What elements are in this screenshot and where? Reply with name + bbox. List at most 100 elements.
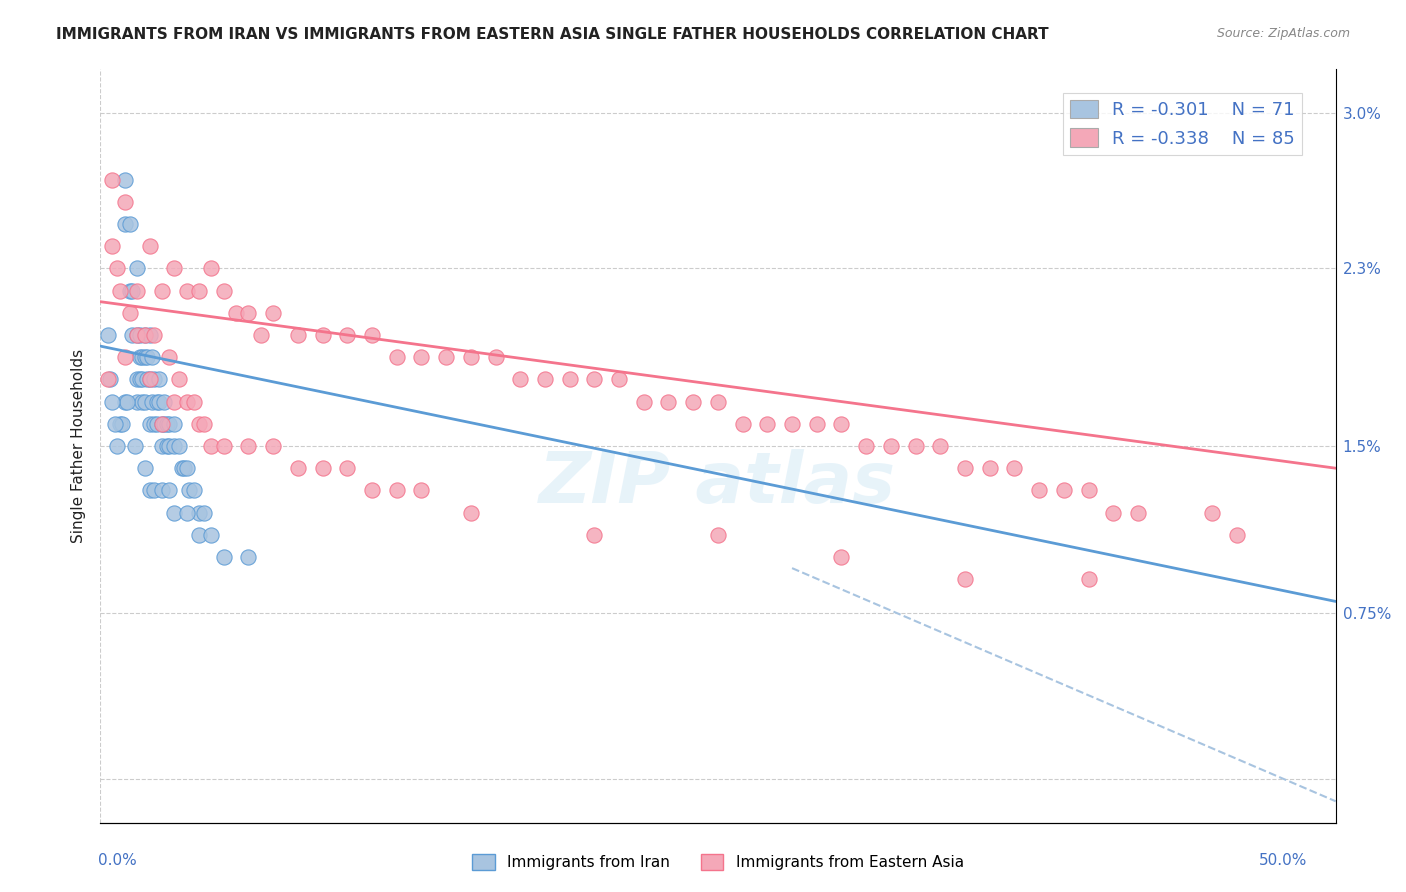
Point: [118, 217, 141, 231]
Point: [287, 461, 309, 475]
Point: [107, 439, 129, 453]
Point: [150, 417, 173, 431]
Point: [138, 417, 160, 431]
Point: [134, 328, 156, 343]
Point: [1053, 483, 1076, 498]
Point: [163, 417, 186, 431]
Point: [124, 439, 146, 453]
Point: [101, 172, 124, 186]
Point: [200, 261, 222, 276]
Point: [128, 328, 150, 343]
Point: [188, 417, 211, 431]
Point: [193, 506, 215, 520]
Point: [262, 306, 284, 320]
Point: [118, 284, 141, 298]
Point: [114, 394, 136, 409]
Point: [153, 417, 176, 431]
Point: [176, 284, 198, 298]
Point: [157, 439, 180, 453]
Point: [127, 328, 149, 343]
Point: [177, 483, 200, 498]
Point: [131, 394, 153, 409]
Point: [138, 239, 160, 253]
Point: [138, 372, 160, 386]
Point: [134, 328, 156, 343]
Text: 0.0%: 0.0%: [98, 854, 138, 868]
Point: [157, 350, 180, 364]
Point: [509, 372, 531, 386]
Point: [141, 394, 163, 409]
Point: [1077, 483, 1099, 498]
Point: [607, 372, 630, 386]
Point: [176, 394, 198, 409]
Point: [633, 394, 655, 409]
Point: [200, 439, 222, 453]
Point: [163, 506, 186, 520]
Point: [170, 461, 193, 475]
Point: [96, 328, 118, 343]
Point: [167, 439, 190, 453]
Point: [176, 461, 198, 475]
Point: [143, 328, 166, 343]
Point: [385, 350, 408, 364]
Point: [830, 549, 852, 564]
Point: [163, 394, 186, 409]
Point: [188, 528, 211, 542]
Point: [953, 572, 976, 586]
Point: [114, 350, 136, 364]
Legend: R = -0.301    N = 71, R = -0.338    N = 85: R = -0.301 N = 71, R = -0.338 N = 85: [1063, 93, 1302, 155]
Point: [336, 461, 359, 475]
Point: [1077, 572, 1099, 586]
Point: [148, 394, 170, 409]
Point: [188, 284, 211, 298]
Point: [114, 194, 136, 209]
Point: [212, 284, 235, 298]
Point: [101, 239, 124, 253]
Point: [163, 439, 186, 453]
Point: [150, 439, 173, 453]
Point: [311, 328, 333, 343]
Text: IMMIGRANTS FROM IRAN VS IMMIGRANTS FROM EASTERN ASIA SINGLE FATHER HOUSEHOLDS CO: IMMIGRANTS FROM IRAN VS IMMIGRANTS FROM …: [56, 27, 1049, 42]
Point: [114, 217, 136, 231]
Point: [411, 483, 433, 498]
Point: [104, 417, 127, 431]
Point: [183, 483, 205, 498]
Point: [150, 417, 173, 431]
Point: [156, 417, 179, 431]
Point: [121, 284, 143, 298]
Point: [682, 394, 704, 409]
Point: [96, 372, 118, 386]
Point: [146, 417, 169, 431]
Point: [108, 284, 131, 298]
Point: [163, 261, 186, 276]
Point: [385, 483, 408, 498]
Point: [583, 372, 606, 386]
Point: [361, 328, 384, 343]
Point: [460, 506, 482, 520]
Point: [534, 372, 557, 386]
Point: [157, 417, 180, 431]
Point: [108, 417, 131, 431]
Point: [157, 483, 180, 498]
Point: [134, 461, 156, 475]
Point: [707, 394, 730, 409]
Point: [855, 439, 877, 453]
Point: [107, 261, 129, 276]
Point: [136, 350, 159, 364]
Point: [188, 506, 211, 520]
Point: [558, 372, 581, 386]
Point: [136, 372, 159, 386]
Point: [953, 461, 976, 475]
Point: [121, 328, 143, 343]
Point: [249, 328, 271, 343]
Point: [311, 461, 333, 475]
Point: [1004, 461, 1026, 475]
Point: [1126, 506, 1149, 520]
Point: [143, 483, 166, 498]
Point: [127, 394, 149, 409]
Point: [183, 394, 205, 409]
Point: [143, 372, 166, 386]
Point: [176, 506, 198, 520]
Point: [138, 328, 160, 343]
Point: [1226, 528, 1249, 542]
